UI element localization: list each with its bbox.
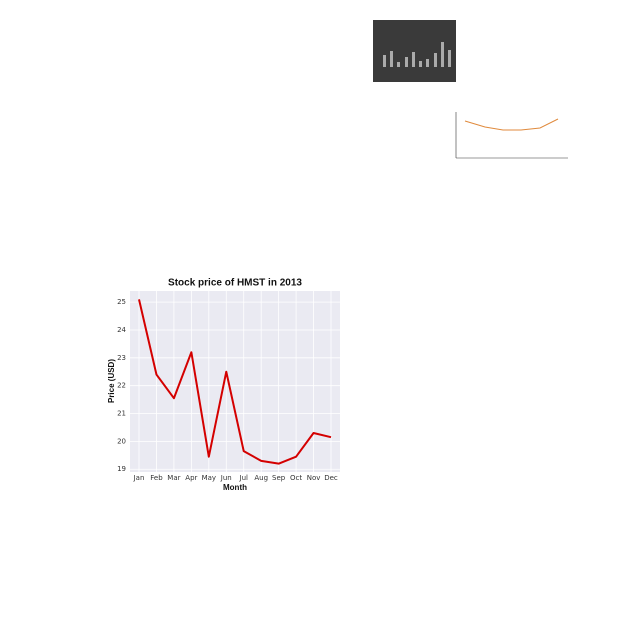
line-series xyxy=(138,299,332,465)
x-tick-label: Nov xyxy=(307,474,321,482)
chart-title: Stock price of HMST in 2013 xyxy=(168,278,302,289)
y-tick-label: 25 xyxy=(117,298,126,306)
marks xyxy=(138,299,332,465)
x-tick-label: Feb xyxy=(150,474,163,482)
thumbnail-shape xyxy=(464,118,559,131)
x-tick-label: Sep xyxy=(272,474,286,482)
x-tick-label: Oct xyxy=(290,474,302,482)
plot-background xyxy=(130,291,340,472)
x-axis-label: Month xyxy=(223,483,247,492)
x-tick-label: May xyxy=(202,474,216,482)
y-tick-label: 22 xyxy=(117,382,126,390)
y-axis-label: Price (USD) xyxy=(107,359,116,403)
y-tick-label: 20 xyxy=(117,437,126,445)
thumbnail-shape xyxy=(426,59,429,67)
thumbnail-shape xyxy=(419,61,422,67)
y-tick-label: 19 xyxy=(117,465,126,473)
thumbnail-dark xyxy=(373,20,456,82)
thumbnail-shape xyxy=(405,57,408,67)
thumbnail-shape xyxy=(434,53,437,67)
thumbnail-shape xyxy=(390,51,393,67)
thumbnail-shape xyxy=(383,55,386,67)
thumbnail-light xyxy=(455,112,568,159)
x-tick-label: Jul xyxy=(239,474,249,482)
x-tick-label: Dec xyxy=(324,474,338,482)
y-tick-label: 21 xyxy=(117,410,126,418)
thumbnail-shape xyxy=(448,50,451,67)
x-tick-label: Jun xyxy=(220,474,232,482)
x-tick-label: Jan xyxy=(133,474,145,482)
y-tick-label: 24 xyxy=(117,326,126,334)
thumbnail-shape xyxy=(441,42,444,67)
thumbnail-shape xyxy=(412,52,415,67)
x-tick-label: Mar xyxy=(167,474,180,482)
y-tick-label: 23 xyxy=(117,354,126,362)
thumbnail-shape xyxy=(397,62,400,67)
x-tick-label: Apr xyxy=(185,474,197,482)
x-tick-label: Aug xyxy=(254,474,268,482)
